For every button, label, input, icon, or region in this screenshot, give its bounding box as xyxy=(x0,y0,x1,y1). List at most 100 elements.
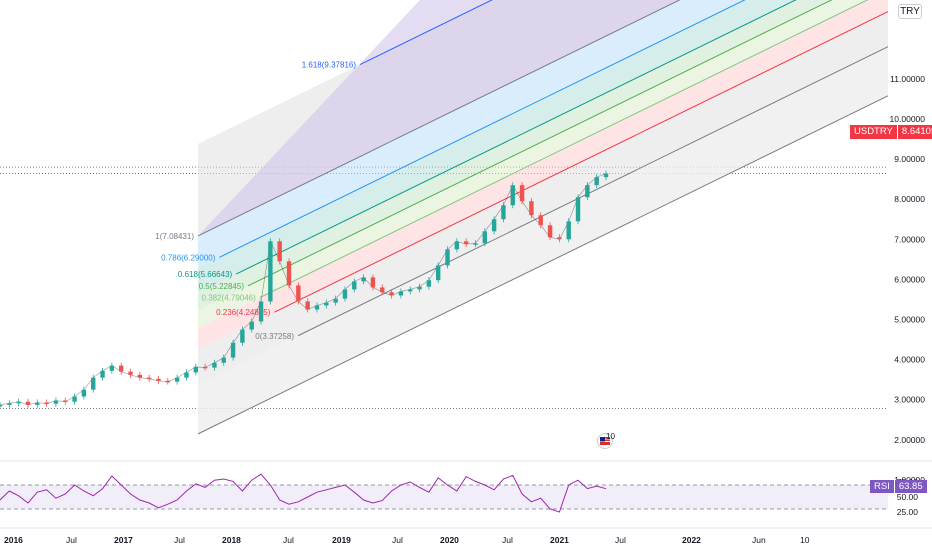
price-candle xyxy=(174,377,180,382)
price-candle xyxy=(585,185,590,198)
time-axis-tick: Jun xyxy=(752,535,766,545)
rsi-value: 63.85 xyxy=(893,480,927,493)
price-candle xyxy=(519,185,525,202)
price-candle xyxy=(128,371,133,375)
price-candle xyxy=(370,277,376,288)
price-candle xyxy=(473,243,478,245)
price-axis-tick: 6.00000 xyxy=(894,274,925,284)
price-candle xyxy=(100,370,105,378)
last-price-value: 8.64109 xyxy=(896,125,932,139)
price-candle xyxy=(491,219,497,232)
price-candle xyxy=(575,197,581,222)
price-candle xyxy=(212,362,217,368)
price-candle xyxy=(557,237,562,240)
price-candle xyxy=(594,177,599,186)
price-candle xyxy=(482,231,487,244)
price-candle xyxy=(342,289,348,299)
fib-band xyxy=(198,46,888,434)
price-candle xyxy=(156,378,161,381)
price-candle xyxy=(417,286,422,290)
price-axis-tick: 3.00000 xyxy=(894,395,925,405)
price-candle xyxy=(44,402,49,405)
price-candle xyxy=(324,302,329,306)
fib-line xyxy=(247,0,833,287)
price-candle xyxy=(408,289,413,292)
price-candle xyxy=(566,221,571,240)
fib-level-label: 0.236(4.24855) xyxy=(216,308,271,317)
price-candle xyxy=(240,329,245,343)
time-axis-tick: 10 xyxy=(800,535,810,545)
time-axis-tick: 2019 xyxy=(332,535,351,545)
price-candle xyxy=(463,241,469,245)
flag-event-icon[interactable] xyxy=(597,433,613,449)
price-candle xyxy=(16,401,21,404)
time-axis-tick: Jul xyxy=(502,535,513,545)
price-candle xyxy=(435,265,441,281)
price-candle xyxy=(221,357,226,363)
fib-line xyxy=(197,0,681,237)
fib-line xyxy=(359,0,493,66)
time-axis-tick: Jul xyxy=(392,535,403,545)
price-candle xyxy=(445,249,450,266)
fib-line xyxy=(235,0,797,275)
fib-level-label: 0.382(4.79046) xyxy=(202,294,257,303)
price-candle xyxy=(547,225,553,238)
fib-line xyxy=(197,95,889,435)
price-candle xyxy=(202,366,208,369)
price-candle xyxy=(277,241,282,262)
symbol-label: USDTRY xyxy=(850,125,897,139)
rsi-label: RSI xyxy=(870,480,894,493)
price-candle xyxy=(286,261,292,286)
event-count-badge: 10 xyxy=(606,432,615,441)
price-axis-tick: 9.00000 xyxy=(894,154,925,164)
price-candle xyxy=(35,402,40,405)
time-axis-tick: 2018 xyxy=(222,535,241,545)
price-candle xyxy=(314,305,320,310)
fib-line xyxy=(219,0,746,258)
currency-button[interactable]: TRY xyxy=(898,4,922,19)
price-candle xyxy=(352,281,357,290)
price-candle xyxy=(53,400,59,404)
time-axis-tick: Jul xyxy=(615,535,626,545)
rsi-band xyxy=(0,485,888,509)
price-candle xyxy=(501,205,506,220)
price-candle xyxy=(0,404,3,407)
fib-channel: 0(3.37258) 0.236(4.24855) 0.382(4.79046) 0.… xyxy=(155,0,889,435)
price-candle xyxy=(119,365,124,372)
price-candle xyxy=(184,372,189,378)
price-axis-tick: 8.00000 xyxy=(894,194,925,204)
price-candle xyxy=(361,277,366,282)
time-axis-tick: 2016 xyxy=(4,535,23,545)
price-axis-tick: 4.00000 xyxy=(894,355,925,365)
rsi-line xyxy=(0,473,607,513)
price-candle xyxy=(249,321,254,330)
rsi-axis-tick: 25.00 xyxy=(897,507,919,517)
time-axis-tick: 2020 xyxy=(440,535,459,545)
price-candle xyxy=(146,377,152,380)
price-candle xyxy=(137,374,143,378)
price-candle xyxy=(258,301,264,322)
price-candle xyxy=(333,298,338,303)
price-candle xyxy=(25,401,31,405)
rsi-axis-tick: 50.00 xyxy=(897,492,919,502)
fib-level-label: 1(7.08431) xyxy=(155,232,194,241)
price-candle xyxy=(268,241,273,302)
price-candle xyxy=(529,201,534,216)
price-candle xyxy=(510,185,515,206)
last-price-tag: USDTRY 8.64109 xyxy=(850,125,932,139)
price-candle xyxy=(454,241,460,250)
price-axis-tick: 1.00000 xyxy=(894,475,925,485)
fib-line xyxy=(274,11,889,313)
price-candle xyxy=(603,173,609,178)
time-axis-tick: 2021 xyxy=(550,535,569,545)
fib-line xyxy=(297,46,889,337)
price-candle xyxy=(389,292,394,296)
time-axis-tick: Jul xyxy=(174,535,185,545)
price-axis-tick: 7.00000 xyxy=(894,234,925,244)
time-axis-tick: Jul xyxy=(283,535,294,545)
price-candle xyxy=(72,396,77,402)
fib-level-label: 0(3.37258) xyxy=(255,332,294,341)
price-candle xyxy=(398,291,404,296)
